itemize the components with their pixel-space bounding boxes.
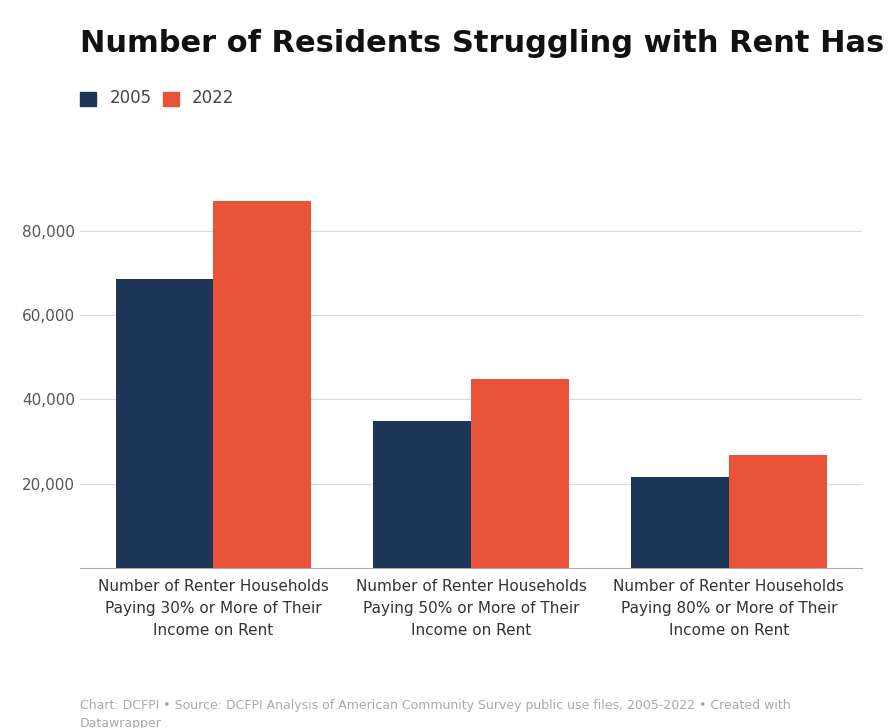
Text: Number of Residents Struggling with Rent Has Grown: Number of Residents Struggling with Rent… <box>80 29 889 58</box>
Bar <box>373 422 471 568</box>
Text: 2005: 2005 <box>109 90 151 107</box>
Bar <box>631 478 729 568</box>
Text: Chart: DCFPI • Source: DCFPI Analysis of American Community Survey public use fi: Chart: DCFPI • Source: DCFPI Analysis of… <box>80 699 790 728</box>
Bar <box>116 279 213 568</box>
Bar <box>729 455 827 568</box>
Bar <box>471 379 569 568</box>
Text: 2022: 2022 <box>192 90 235 107</box>
Bar <box>213 201 311 568</box>
